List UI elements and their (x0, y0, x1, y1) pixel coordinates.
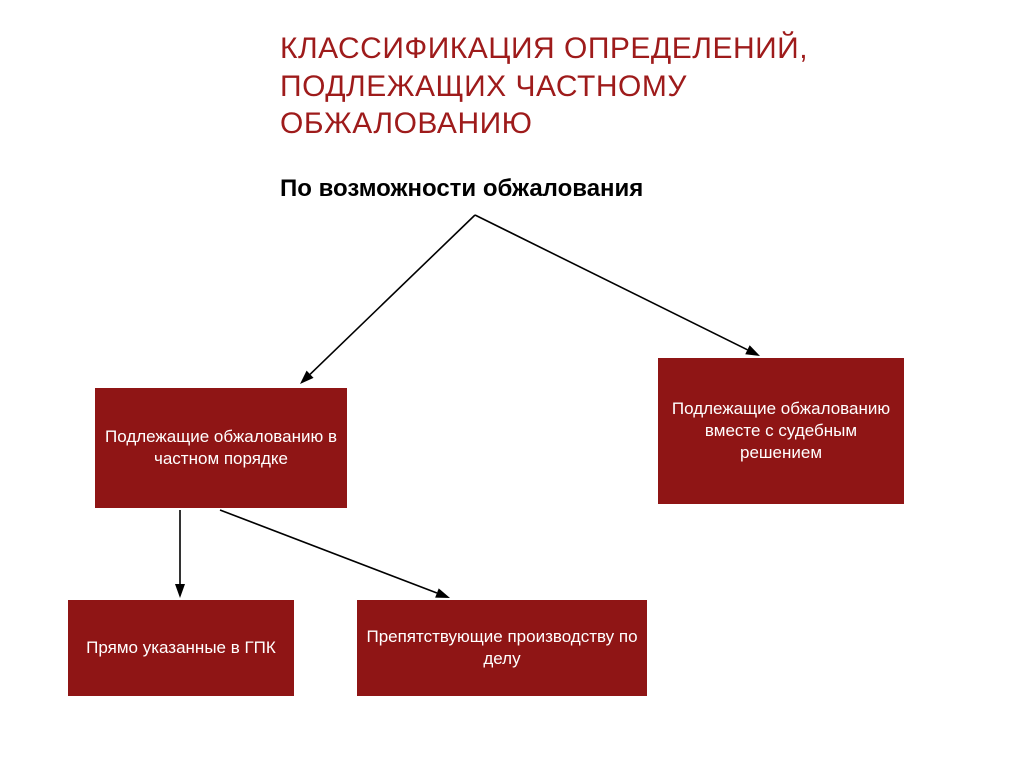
slide-title: КЛАССИФИКАЦИЯ ОПРЕДЕЛЕНИЙ, ПОДЛЕЖАЩИХ ЧА… (280, 30, 900, 143)
node-with-decision: Подлежащие обжалованию вместе с судебным… (658, 358, 904, 504)
node-private-appeal: Подлежащие обжалованию в частном порядке (95, 388, 347, 508)
node-blocking: Препятствующие производству по делу (357, 600, 647, 696)
diagram-canvas: КЛАССИФИКАЦИЯ ОПРЕДЕЛЕНИЙ, ПОДЛЕЖАЩИХ ЧА… (0, 0, 1024, 767)
node-explicit-gpk: Прямо указанные в ГПК (68, 600, 294, 696)
slide-subtitle: По возможности обжалования (280, 175, 643, 203)
